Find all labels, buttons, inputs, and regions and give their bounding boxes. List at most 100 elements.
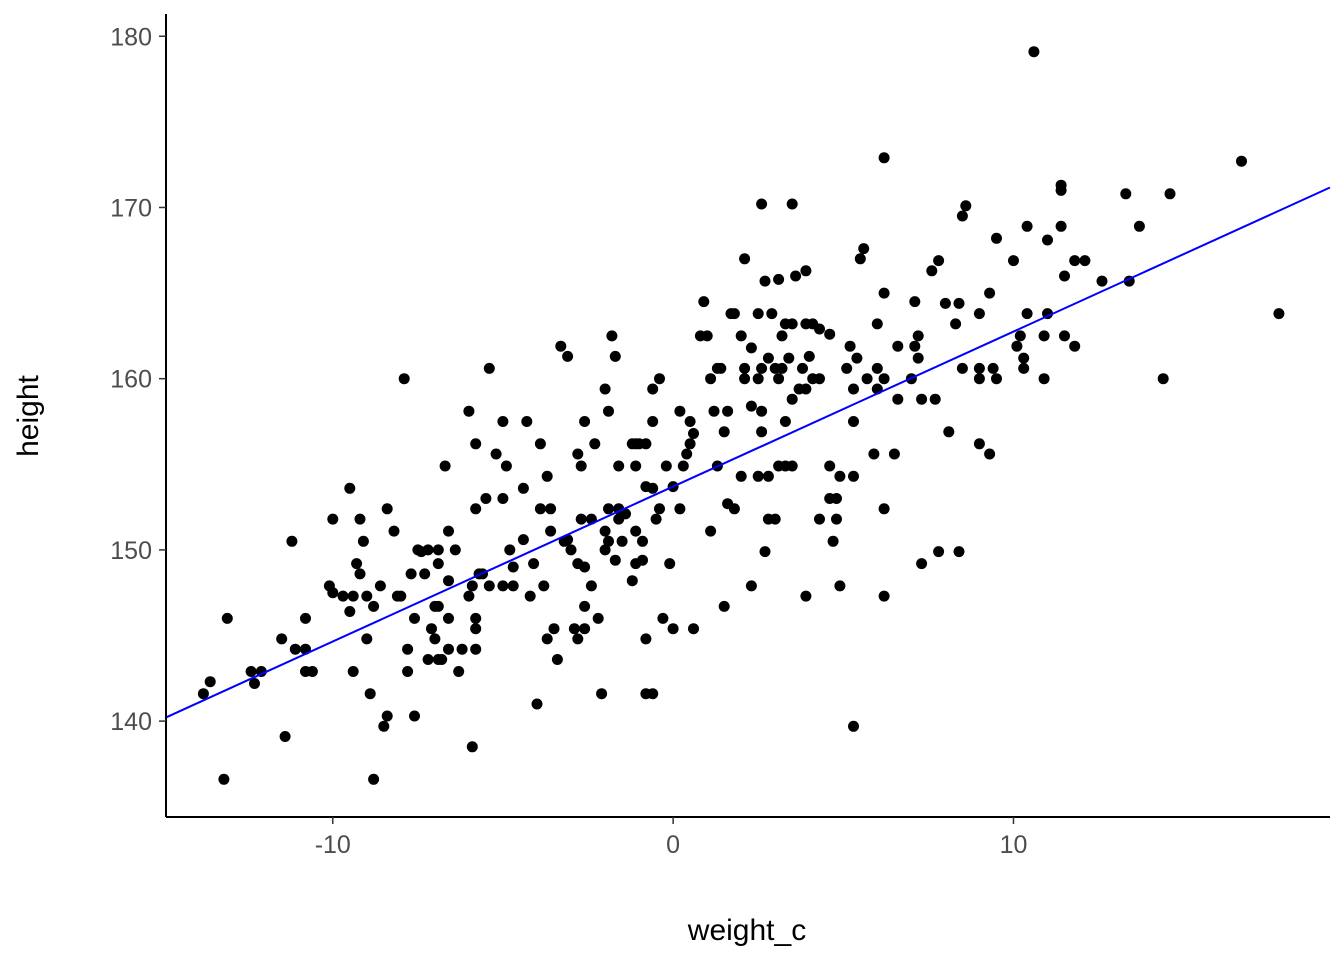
data-point bbox=[973, 308, 985, 320]
data-point bbox=[647, 383, 659, 395]
data-point bbox=[722, 405, 734, 417]
data-point bbox=[892, 340, 904, 352]
data-point bbox=[409, 710, 420, 722]
data-point bbox=[306, 666, 318, 677]
data-point bbox=[470, 623, 482, 635]
data-point bbox=[769, 513, 781, 525]
data-point bbox=[432, 558, 444, 570]
data-point bbox=[521, 416, 533, 427]
x-tick-label: 0 bbox=[666, 831, 680, 859]
data-point bbox=[766, 308, 778, 320]
data-point bbox=[354, 568, 366, 580]
data-point bbox=[368, 600, 380, 612]
data-point bbox=[814, 373, 825, 385]
data-point bbox=[402, 643, 414, 655]
data-point bbox=[1079, 255, 1091, 267]
data-point bbox=[916, 558, 928, 570]
data-point bbox=[858, 243, 870, 255]
data-point bbox=[814, 513, 825, 525]
data-point bbox=[1008, 255, 1019, 267]
data-point bbox=[426, 623, 437, 635]
data-point bbox=[640, 438, 652, 450]
data-point bbox=[589, 438, 601, 450]
data-point bbox=[973, 373, 985, 385]
data-point bbox=[728, 503, 740, 515]
data-point bbox=[756, 362, 768, 374]
data-point bbox=[368, 773, 380, 785]
data-point bbox=[500, 460, 512, 472]
data-point bbox=[507, 580, 519, 592]
data-point bbox=[565, 544, 577, 556]
data-point bbox=[929, 393, 941, 405]
data-point bbox=[534, 503, 546, 515]
data-point bbox=[279, 731, 291, 742]
data-point bbox=[599, 383, 611, 395]
data-point bbox=[1236, 155, 1247, 167]
data-point bbox=[439, 460, 451, 472]
data-point bbox=[538, 580, 550, 592]
data-point bbox=[531, 698, 543, 710]
data-point bbox=[490, 448, 502, 460]
data-point bbox=[497, 493, 509, 504]
data-point bbox=[718, 426, 730, 438]
data-point bbox=[204, 676, 216, 688]
data-point bbox=[381, 710, 393, 722]
data-point bbox=[756, 405, 768, 417]
data-point bbox=[1028, 46, 1040, 58]
data-point bbox=[759, 275, 771, 287]
data-point bbox=[878, 287, 890, 299]
data-point bbox=[545, 525, 557, 537]
data-point bbox=[579, 600, 591, 612]
y-axis-title: height bbox=[12, 374, 45, 456]
data-point bbox=[1014, 330, 1026, 342]
data-point bbox=[878, 373, 890, 385]
data-point bbox=[745, 400, 757, 412]
data-point bbox=[786, 318, 798, 330]
scatter-points bbox=[197, 46, 1285, 785]
data-point bbox=[344, 606, 356, 617]
data-point bbox=[289, 643, 301, 655]
data-point bbox=[1011, 340, 1023, 352]
data-point bbox=[603, 503, 614, 515]
data-point bbox=[579, 623, 591, 635]
data-point bbox=[984, 287, 996, 299]
data-point bbox=[953, 297, 965, 309]
data-point bbox=[443, 643, 454, 655]
data-point bbox=[630, 525, 642, 537]
x-tick-label: -10 bbox=[315, 831, 351, 859]
data-point bbox=[739, 253, 751, 265]
data-point bbox=[347, 590, 359, 602]
data-point bbox=[575, 460, 587, 472]
data-point bbox=[1038, 373, 1050, 385]
data-point bbox=[551, 654, 563, 665]
data-point bbox=[245, 666, 257, 677]
data-point bbox=[878, 152, 890, 164]
data-point bbox=[827, 535, 839, 547]
data-point bbox=[854, 253, 866, 265]
data-point bbox=[422, 654, 434, 665]
data-point bbox=[756, 426, 768, 438]
data-point bbox=[1038, 330, 1050, 342]
data-point bbox=[637, 535, 648, 547]
data-point bbox=[575, 513, 587, 525]
data-point bbox=[432, 544, 444, 556]
data-point bbox=[861, 373, 873, 385]
data-point bbox=[1096, 275, 1108, 287]
data-point bbox=[688, 428, 699, 439]
data-point bbox=[831, 493, 842, 504]
data-point bbox=[984, 448, 996, 460]
data-point bbox=[603, 535, 614, 547]
data-point bbox=[218, 773, 230, 785]
data-point bbox=[1133, 220, 1145, 232]
data-point bbox=[286, 535, 298, 547]
data-point bbox=[517, 482, 529, 494]
data-point bbox=[470, 643, 482, 655]
data-point bbox=[831, 513, 842, 525]
x-axis-title: weight_c bbox=[687, 914, 806, 947]
data-point bbox=[745, 342, 757, 354]
data-point bbox=[524, 590, 536, 602]
data-point bbox=[357, 535, 369, 547]
data-point bbox=[347, 666, 359, 677]
data-point bbox=[834, 580, 846, 592]
data-point bbox=[647, 416, 659, 427]
